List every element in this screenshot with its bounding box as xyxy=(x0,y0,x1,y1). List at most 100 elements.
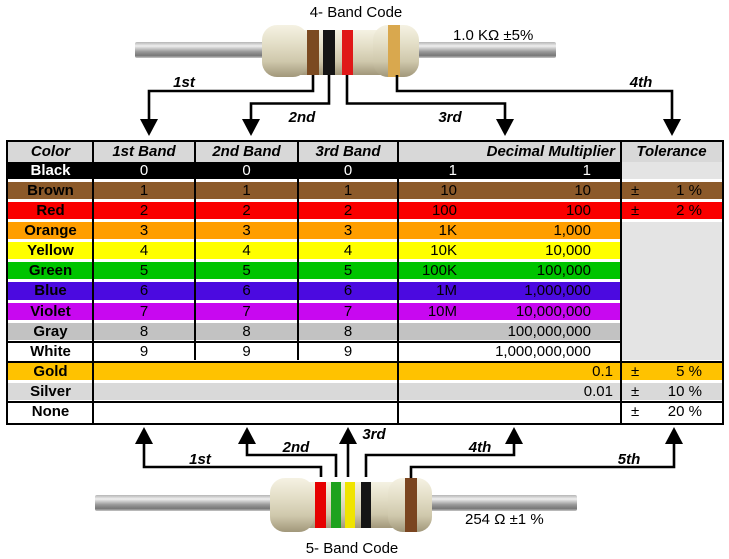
merged-empty-tolerance-cell xyxy=(622,222,722,360)
color-name-cell: Silver xyxy=(8,382,93,400)
header-tolerance: Tolerance xyxy=(636,143,707,160)
tolerance-value: 10 % xyxy=(667,382,702,400)
tolerance-value: 5 % xyxy=(676,362,702,380)
header-1st-band: 1st Band xyxy=(112,143,176,160)
table-row-green: Green 5 5 5 100K 100,000 xyxy=(8,262,722,282)
color-name-cell: None xyxy=(8,402,93,420)
resistor-body-left-bulge xyxy=(262,25,308,77)
decimal-multiplier-cell: 10M 10,000,000 xyxy=(398,302,621,320)
band-3-cell: 6 xyxy=(298,282,398,300)
grid-line-above-gold xyxy=(8,360,722,363)
tolerance-cell: ±10 % xyxy=(621,382,722,400)
multiplier-long-value: 10 xyxy=(574,182,591,200)
multiplier-long-value: 0.1 xyxy=(592,362,613,380)
header-3rd-band: 3rd Band xyxy=(315,143,381,160)
decimal-multiplier-cell: 100K 100,000 xyxy=(398,262,621,280)
band-4-black xyxy=(361,482,371,528)
merged-band-cell xyxy=(93,402,398,420)
table-row-yellow: Yellow 4 4 4 10K 10,000 xyxy=(8,242,722,262)
arrowhead-1st-icon xyxy=(135,427,153,444)
band-2-black xyxy=(323,30,335,75)
arrowhead-2nd-icon xyxy=(238,427,256,444)
color-name-cell: Orange xyxy=(8,222,93,240)
grid-line-above-none xyxy=(8,400,722,403)
color-table-rows: Black 0 0 0 1 1 Brown 1 1 1 10 10 ±1 % Red 2 2 2 100 100 ±2… xyxy=(8,162,722,423)
arrow-line-2nd xyxy=(249,75,331,121)
table-row-gold: Gold 0.1 ±5 % xyxy=(8,362,722,383)
plus-minus-sign: ± xyxy=(631,182,640,200)
column-divider xyxy=(397,142,399,423)
decimal-multiplier-cell xyxy=(398,402,621,420)
band-5-brown xyxy=(405,478,417,532)
column-divider xyxy=(297,142,299,360)
band-2-cell: 5 xyxy=(195,262,298,280)
multiplier-short-value: 10M xyxy=(427,302,457,320)
arrow-line-1st xyxy=(142,442,323,477)
band-1-cell: 3 xyxy=(93,222,195,240)
table-row-red: Red 2 2 2 100 100 ±2 % xyxy=(8,202,722,222)
multiplier-short-value: 1 xyxy=(448,162,457,180)
band-4-gold xyxy=(388,25,400,77)
arrow-label-2nd: 2nd xyxy=(288,109,317,126)
tolerance-cell xyxy=(621,162,722,180)
arrow-label-2nd: 2nd xyxy=(282,439,311,456)
color-code-table: Color 1st Band 2nd Band 3rd Band Decimal… xyxy=(6,140,724,425)
multiplier-short-value: 1M xyxy=(436,282,457,300)
multiplier-long-value: 10,000 xyxy=(545,242,591,260)
band-1-cell: 7 xyxy=(93,302,195,320)
band-2-cell: 8 xyxy=(195,322,298,340)
multiplier-long-value: 0.01 xyxy=(583,382,613,400)
arrow-label-4th: 4th xyxy=(629,74,653,91)
five-band-resistor-illustration xyxy=(95,478,577,532)
merged-band-cell xyxy=(93,382,398,400)
color-name-cell: Violet xyxy=(8,302,93,320)
plus-minus-sign: ± xyxy=(631,382,640,400)
decimal-multiplier-cell: 0.1 xyxy=(398,362,621,380)
multiplier-long-value: 100,000,000 xyxy=(507,322,591,340)
band-1-cell: 5 xyxy=(93,262,195,280)
multiplier-short-value: 10K xyxy=(430,242,457,260)
band-1-cell: 9 xyxy=(93,342,195,360)
multiplier-short-value: 1K xyxy=(438,222,457,240)
table-row-gray: Gray 8 8 8 100,000,000 xyxy=(8,322,722,343)
band-3-red xyxy=(342,30,353,75)
band-1-cell: 4 xyxy=(93,242,195,260)
table-row-black: Black 0 0 0 1 1 xyxy=(8,162,722,182)
header-decimal-multiplier: Decimal Multiplier xyxy=(486,143,615,160)
arrow-label-4th: 4th xyxy=(468,439,492,456)
multiplier-long-value: 1 xyxy=(582,162,591,180)
band-1-cell: 6 xyxy=(93,282,195,300)
arrowhead-1st-icon xyxy=(140,119,158,136)
color-name-cell: Green xyxy=(8,262,93,280)
color-name-cell: Yellow xyxy=(8,242,93,260)
arrowhead-3rd-icon xyxy=(496,119,514,136)
multiplier-short-value: 100K xyxy=(421,262,457,280)
table-row-orange: Orange 3 3 3 1K 1,000 xyxy=(8,222,722,242)
color-name-cell: Blue xyxy=(8,282,93,300)
band-2-cell: 2 xyxy=(195,202,298,220)
arrow-line-1st xyxy=(147,75,315,121)
band-3-cell: 2 xyxy=(298,202,398,220)
color-name-cell: Brown xyxy=(8,182,93,200)
table-row-none: None ±20 % xyxy=(8,402,722,423)
five-band-arrows: 1st 2nd 3rd 4th 5th xyxy=(135,426,683,481)
band-1-brown xyxy=(307,30,319,75)
band-2-cell: 7 xyxy=(195,302,298,320)
color-name-cell: Black xyxy=(8,162,93,180)
arrow-line-4th xyxy=(395,75,674,121)
decimal-multiplier-cell: 100 100 xyxy=(398,202,621,220)
band-2-green xyxy=(331,482,341,528)
table-row-brown: Brown 1 1 1 10 10 ±1 % xyxy=(8,182,722,202)
tolerance-cell: ±2 % xyxy=(621,202,722,220)
multiplier-long-value: 10,000,000 xyxy=(515,302,591,320)
plus-minus-sign: ± xyxy=(631,362,640,380)
decimal-multiplier-cell: 10K 10,000 xyxy=(398,242,621,260)
multiplier-long-value: 100,000 xyxy=(536,262,591,280)
band-2-cell: 4 xyxy=(195,242,298,260)
table-row-white: White 9 9 9 1,000,000,000 xyxy=(8,342,722,363)
four-band-value-label: 1.0 KΩ ±5% xyxy=(453,27,534,44)
band-2-cell: 6 xyxy=(195,282,298,300)
grid-line-above-white xyxy=(8,340,620,343)
